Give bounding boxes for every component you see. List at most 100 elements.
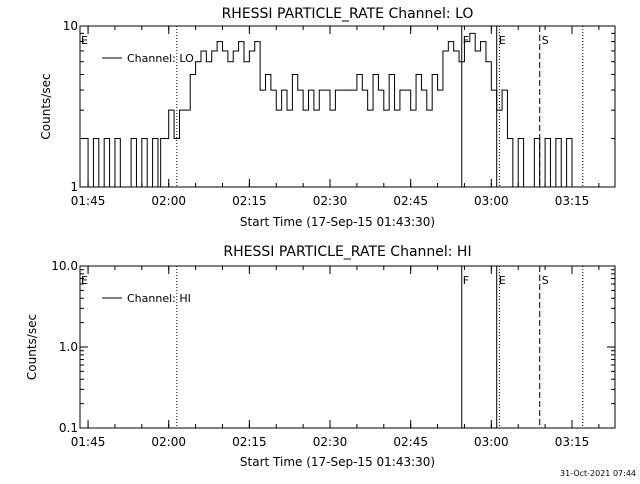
x-tick-label: 02:30	[313, 194, 348, 208]
data-point	[281, 89, 283, 91]
data-point	[361, 89, 363, 91]
data-point	[517, 138, 519, 140]
x-tick-label: 02:30	[313, 435, 348, 449]
x-axis-label: Start Time (17-Sep-15 01:43:30)	[240, 215, 435, 229]
marker-label: E	[81, 34, 88, 47]
y-tick-label: 0.1	[59, 421, 78, 435]
data-point	[125, 186, 127, 188]
data-point	[442, 50, 444, 52]
data-point	[437, 89, 439, 91]
data-point	[221, 50, 223, 52]
data-point	[410, 109, 412, 111]
data-point	[555, 138, 557, 140]
panel-lo: RHESSI PARTICLE_RATE Channel: LO 1 10 01:45…	[39, 6, 616, 229]
x-axis-label: Start Time (17-Sep-15 01:43:30)	[240, 455, 435, 469]
data-point	[114, 138, 116, 140]
data-point	[506, 138, 508, 140]
data-point	[297, 89, 299, 91]
data-point	[216, 41, 218, 43]
data-point	[404, 89, 406, 91]
data-point	[286, 109, 288, 111]
marker-label: F	[463, 34, 469, 47]
data-point	[549, 186, 551, 188]
data-point	[87, 186, 89, 188]
data-point	[496, 109, 498, 111]
y-tick-label: 10	[63, 19, 78, 33]
plot-frame	[79, 265, 616, 429]
data-point	[329, 109, 331, 111]
marker-label: S	[542, 274, 549, 287]
data-point	[394, 109, 396, 111]
data-point	[265, 73, 267, 75]
data-point	[453, 50, 455, 52]
data-point	[345, 89, 347, 91]
data-point	[275, 109, 277, 111]
x-tick-label: 01:45	[71, 435, 106, 449]
data-point	[485, 61, 487, 63]
x-tick-label: 03:15	[555, 435, 590, 449]
data-point	[566, 138, 568, 140]
data-point	[227, 61, 229, 63]
marker-label: S	[542, 34, 549, 47]
data-point	[356, 73, 358, 75]
data-point	[399, 89, 401, 91]
data-point	[173, 138, 175, 140]
data-point	[92, 138, 94, 140]
data-point	[98, 186, 100, 188]
x-tick-label: 03:00	[474, 435, 509, 449]
data-point	[474, 50, 476, 52]
data-point	[254, 41, 256, 43]
y-tick-label: 10.0	[51, 259, 78, 273]
data-point	[528, 186, 530, 188]
data-point	[200, 50, 202, 52]
data-point	[141, 138, 143, 140]
y-tick-label: 1	[70, 180, 78, 194]
data-point	[109, 186, 111, 188]
data-point	[420, 89, 422, 91]
x-tick-label: 02:45	[393, 435, 428, 449]
data-point	[291, 73, 293, 75]
marker-label: E	[499, 274, 506, 287]
data-point	[238, 41, 240, 43]
data-point	[501, 89, 503, 91]
y-axis-label: Counts/sec	[25, 314, 39, 380]
marker-label: E	[81, 274, 88, 287]
data-point	[184, 109, 186, 111]
data-point	[119, 186, 121, 188]
data-point	[571, 186, 573, 188]
data-point	[377, 89, 379, 91]
x-tick-label: 01:45	[71, 194, 106, 208]
y-tick-label: 1.0	[59, 340, 78, 354]
x-tick-label: 03:15	[555, 194, 590, 208]
x-tick-label: 02:15	[232, 435, 267, 449]
data-point	[388, 73, 390, 75]
data-point	[560, 186, 562, 188]
chart-title: RHESSI PARTICLE_RATE Channel: HI	[223, 244, 471, 260]
data-point	[415, 73, 417, 75]
data-point	[308, 89, 310, 91]
data-point	[523, 186, 525, 188]
data-point	[157, 186, 159, 188]
data-point	[130, 138, 132, 140]
x-tick-label: 02:45	[393, 194, 428, 208]
data-point	[103, 138, 105, 140]
data-point	[334, 89, 336, 91]
data-point	[318, 89, 320, 91]
data-point	[313, 109, 315, 111]
data-point	[243, 61, 245, 63]
data-point	[135, 186, 137, 188]
marker-label: E	[499, 34, 506, 47]
data-point	[195, 61, 197, 63]
data-point	[146, 186, 148, 188]
data-point	[340, 89, 342, 91]
data-point	[533, 138, 535, 140]
x-tick-label: 02:00	[151, 194, 186, 208]
legend-label: Channel: HI	[127, 292, 191, 305]
data-point	[189, 73, 191, 75]
data-point	[270, 89, 272, 91]
data-point	[458, 61, 460, 63]
data-point	[168, 109, 170, 111]
x-tick-label: 03:00	[474, 194, 509, 208]
